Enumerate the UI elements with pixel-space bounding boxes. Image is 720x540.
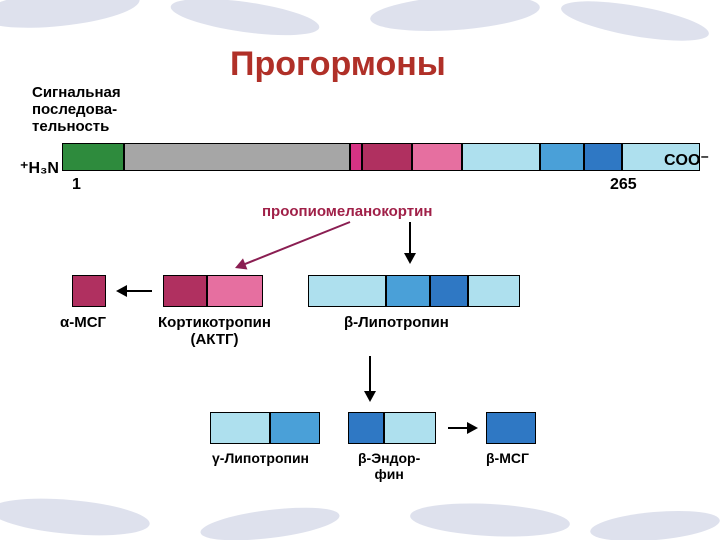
prohormone-seg-1: [124, 143, 350, 171]
bg-smudge-0: [0, 0, 141, 34]
acth-seg-0: [163, 275, 207, 307]
page-title: Прогормоны: [230, 45, 446, 84]
beta-lipotropin-seg-2: [430, 275, 468, 307]
bg-smudge-5: [199, 502, 341, 540]
beta-msh-seg-0: [486, 412, 536, 444]
bg-smudge-7: [589, 506, 720, 540]
gamma-lipotropin-seg-1: [270, 412, 320, 444]
prohormone-seg-7: [584, 143, 622, 171]
alpha-msh-seg-0: [72, 275, 106, 307]
bg-smudge-3: [559, 0, 712, 49]
arrow-2: [104, 279, 164, 303]
beta-lipotropin-seg-3: [468, 275, 520, 307]
beta-lipotropin-label: β-Липотропин: [344, 314, 449, 331]
beta-msh-label: β-МСГ: [486, 450, 529, 466]
bg-smudge-2: [369, 0, 541, 36]
bg-smudge-4: [0, 493, 151, 540]
arrow-0: [398, 210, 422, 276]
prohormone-seg-2: [350, 143, 362, 171]
n-terminus-label: ⁺H₃N: [20, 158, 59, 178]
prohormone-seg-6: [540, 143, 584, 171]
alpha-msh-label: α-МСГ: [60, 314, 106, 331]
arrow-1: [223, 210, 362, 280]
prohormone-seg-3: [362, 143, 412, 171]
gamma-lipotropin-seg-0: [210, 412, 270, 444]
signal-sequence-label: Сигнальная последова- тельность: [32, 84, 121, 135]
beta-lipotropin-seg-1: [386, 275, 430, 307]
position-265-label: 265: [610, 176, 637, 194]
position-1-label: 1: [72, 176, 81, 194]
prohormone-seg-0: [62, 143, 124, 171]
acth-label: Кортикотропин (АКТГ): [158, 314, 271, 348]
prohormone-seg-4: [412, 143, 462, 171]
gamma-lipotropin-label: γ-Липотропин: [212, 450, 309, 466]
arrow-3: [358, 344, 382, 414]
beta-endorphin-seg-1: [384, 412, 436, 444]
beta-endorphin-seg-0: [348, 412, 384, 444]
diagram-stage: Прогормоны Сигнальная последова- тельност…: [0, 0, 720, 540]
prohormone-seg-5: [462, 143, 540, 171]
bg-smudge-6: [409, 500, 570, 540]
bg-smudge-1: [169, 0, 322, 42]
arrow-4: [436, 416, 490, 440]
beta-endorphin-label: β-Эндор- фин: [358, 450, 420, 482]
c-terminus-label: COO⁻: [664, 150, 709, 170]
